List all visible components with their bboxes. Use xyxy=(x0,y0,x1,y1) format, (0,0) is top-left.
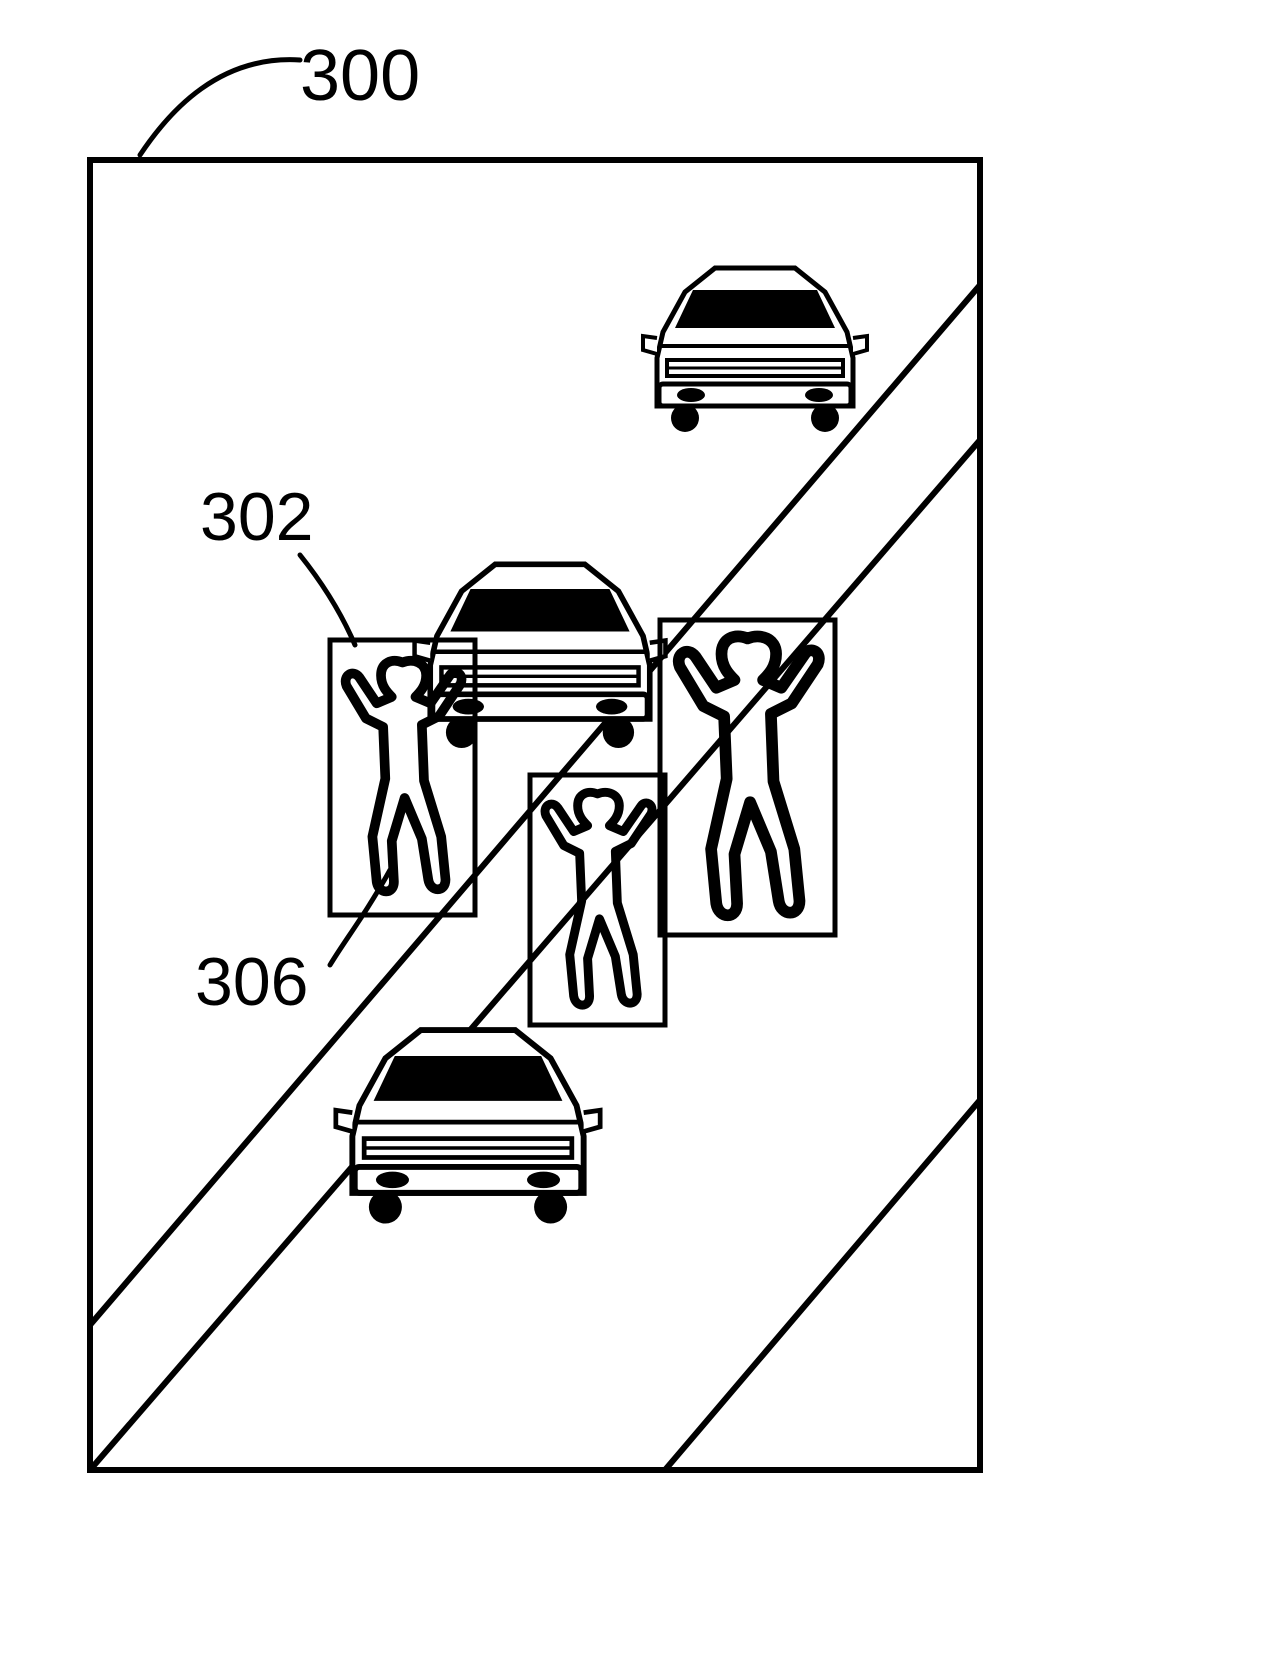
cars-layer xyxy=(336,268,867,1224)
car-top xyxy=(643,268,867,432)
diagram-svg: 300 302 306 xyxy=(0,0,1276,1676)
ped-center xyxy=(530,775,665,1025)
leader-302 xyxy=(300,555,355,645)
diagram-stage: 300 302 306 xyxy=(0,0,1276,1676)
ref-label-300: 300 xyxy=(300,36,420,116)
ref-label-302: 302 xyxy=(200,479,313,555)
ped-center-figure xyxy=(545,792,652,1005)
ref-label-306: 306 xyxy=(195,944,308,1020)
leader-300 xyxy=(140,60,300,155)
car-middle xyxy=(415,564,666,748)
road-lines-layer xyxy=(90,285,980,1470)
car-bottom xyxy=(336,1030,600,1224)
ped-center-bbox xyxy=(530,775,665,1025)
ped-right-figure xyxy=(679,636,819,915)
lane-line-2 xyxy=(665,1100,980,1470)
